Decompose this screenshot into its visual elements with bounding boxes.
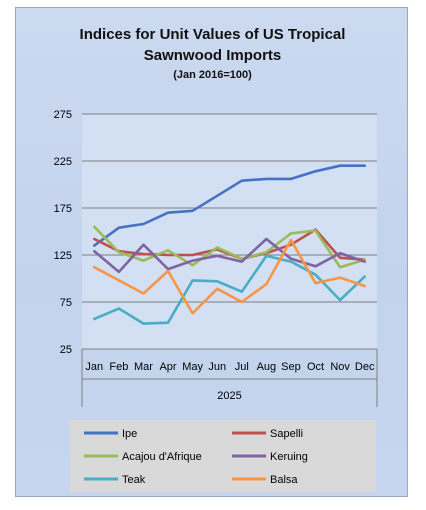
series-line-teak <box>93 254 367 325</box>
x-tick-label: Sep <box>281 361 301 373</box>
chart-title-line-1: Indices for Unit Values of US Tropical <box>79 26 346 43</box>
x-tick-label: Nov <box>330 361 350 373</box>
x-tick-label: Feb <box>109 361 128 373</box>
legend-entries: Ipe Sapelli Acajou d'Afrique Keruing Teak Bal… <box>84 428 308 486</box>
x-tick-label: Jul <box>235 361 249 373</box>
x-tick-label: Oct <box>307 361 324 373</box>
chart-title: Indices for Unit Values of US Tropical S… <box>16 24 409 84</box>
y-tick-label: 275 <box>54 109 72 121</box>
legend-label-acajou-d-afrique: Acajou d'Afrique <box>122 451 202 463</box>
x-tick-label: May <box>182 361 203 373</box>
legend-label-ipe: Ipe <box>122 428 137 440</box>
chart-subtitle: (Jan 2016=100) <box>173 69 252 81</box>
x-tick-label: Apr <box>159 361 176 373</box>
x-tick-label: Aug <box>257 361 277 373</box>
chart-frame: Indices for Unit Values of US Tropical S… <box>15 7 408 497</box>
x-tick-label: Dec <box>355 361 375 373</box>
y-tick-label: 225 <box>54 156 72 168</box>
y-tick-label: 125 <box>54 250 72 262</box>
y-tick-label: 25 <box>60 344 72 356</box>
x-axis-label: 2025 <box>217 390 241 402</box>
series-line-balsa <box>93 238 367 315</box>
legend-label-sapelli: Sapelli <box>270 428 303 440</box>
series-line-ipe <box>93 164 367 247</box>
legend: Ipe Sapelli Acajou d'Afrique Keruing Teak Bal… <box>70 420 376 492</box>
legend-label-teak: Teak <box>122 474 146 486</box>
y-tick-label: 75 <box>60 297 72 309</box>
series-line-keruing <box>93 237 367 274</box>
x-tick-label: Mar <box>134 361 153 373</box>
line-chart: 25 75 125 175 225 275 Jan Feb Mar Apr May Jun Jul Aug… <box>54 109 378 407</box>
plot-area <box>82 114 377 349</box>
legend-label-balsa: Balsa <box>270 474 298 486</box>
y-tick-label: 175 <box>54 203 72 215</box>
x-tick-label: Jan <box>85 361 103 373</box>
chart-title-line-2: Sawnwood Imports <box>143 47 282 64</box>
series-line-acajou-d-afrique <box>93 225 367 269</box>
legend-label-keruing: Keruing <box>270 451 308 463</box>
x-tick-label: Jun <box>208 361 226 373</box>
